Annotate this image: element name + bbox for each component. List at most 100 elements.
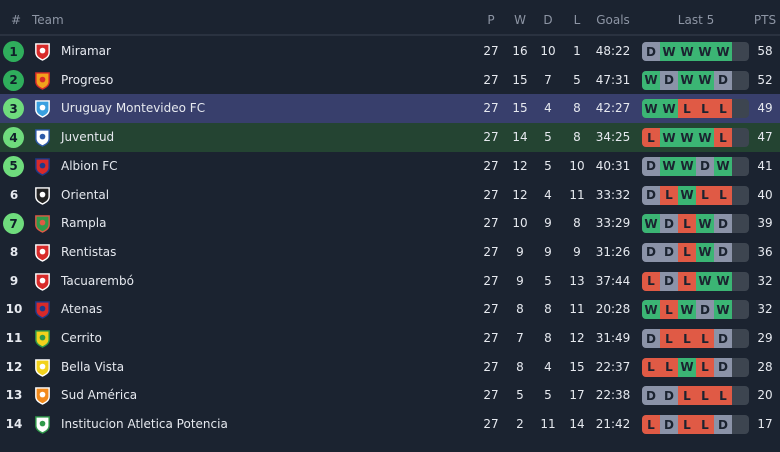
table-row[interactable]: 12 Bella Vista 27 8 4 15 22:37 L L W L D 28 — [0, 353, 780, 382]
team-name[interactable]: Tacuarembó — [61, 273, 134, 288]
form-result[interactable]: L — [660, 185, 678, 205]
form-result[interactable]: L — [696, 357, 714, 377]
form-result[interactable]: D — [642, 42, 660, 61]
team-name[interactable]: Oriental — [61, 187, 110, 202]
header-played[interactable]: P — [487, 13, 495, 27]
table-row[interactable]: 8 Rentistas 27 9 9 9 31:26 D D L W D 36 — [0, 238, 780, 267]
form-result[interactable]: W — [714, 42, 732, 61]
form-result[interactable]: L — [678, 99, 696, 119]
team-name[interactable]: Rentistas — [61, 244, 117, 259]
form-result[interactable]: L — [696, 415, 714, 435]
table-row[interactable]: 6 Oriental 27 12 4 11 33:32 D L W L L 40 — [0, 181, 780, 210]
form-result[interactable]: L — [678, 214, 696, 234]
form-result[interactable]: D — [660, 415, 678, 435]
table-row[interactable]: 5 Albion FC 27 12 5 10 40:31 D W W D W 41 — [0, 152, 780, 181]
form-result[interactable]: W — [696, 70, 714, 90]
form-result[interactable]: D — [696, 300, 714, 320]
form-result[interactable]: D — [660, 70, 678, 90]
form-result[interactable]: D — [660, 242, 678, 262]
team-name[interactable]: Uruguay Montevideo FC — [61, 101, 206, 116]
header-losses[interactable]: L — [573, 13, 581, 27]
table-row[interactable]: 2 Progreso 27 15 7 5 47:31 W D W W D 52 — [0, 66, 780, 95]
team-name[interactable]: Atenas — [61, 302, 103, 317]
form-result[interactable]: L — [660, 300, 678, 320]
form-result[interactable]: W — [678, 42, 696, 61]
team-name[interactable]: Rampla — [61, 216, 107, 231]
form-result[interactable]: L — [696, 329, 714, 348]
form-result[interactable]: D — [660, 271, 678, 291]
form-result[interactable]: W — [696, 42, 714, 61]
form-result[interactable]: W — [678, 300, 696, 320]
form-result[interactable]: D — [642, 242, 660, 262]
form-result[interactable]: W — [714, 300, 732, 320]
form-result[interactable]: W — [678, 70, 696, 90]
form-result[interactable]: L — [678, 415, 696, 435]
form-result[interactable]: D — [714, 415, 732, 435]
form-result[interactable]: W — [696, 242, 714, 262]
form-result[interactable]: D — [714, 329, 732, 348]
form-result[interactable]: L — [696, 99, 714, 119]
team-name[interactable]: Juventud — [61, 130, 115, 145]
header-goals[interactable]: Goals — [596, 13, 630, 27]
form-result[interactable]: W — [660, 156, 678, 176]
team-name[interactable]: Bella Vista — [61, 359, 125, 374]
form-result[interactable]: L — [714, 185, 732, 205]
form-result[interactable]: L — [678, 242, 696, 262]
form-result[interactable]: D — [714, 357, 732, 377]
form-result[interactable]: L — [696, 185, 714, 205]
table-row[interactable]: 10 Atenas 27 8 8 11 20:28 W L W D W 32 — [0, 295, 780, 324]
form-result[interactable]: W — [678, 185, 696, 205]
form-result[interactable]: W — [678, 128, 696, 148]
form-result[interactable]: W — [660, 42, 678, 61]
form-result[interactable]: W — [696, 271, 714, 291]
form-result[interactable]: L — [678, 329, 696, 348]
form-result[interactable]: W — [642, 300, 660, 320]
form-result[interactable]: D — [642, 156, 660, 176]
table-row[interactable]: 11 Cerrito 27 7 8 12 31:49 D L L L D 29 — [0, 324, 780, 353]
table-row[interactable]: 4 Juventud 27 14 5 8 34:25 L W W W L 47 — [0, 123, 780, 152]
form-result[interactable]: W — [696, 128, 714, 148]
form-result[interactable]: W — [696, 214, 714, 234]
form-result[interactable]: D — [714, 70, 732, 90]
form-result[interactable]: W — [678, 156, 696, 176]
form-result[interactable]: D — [642, 329, 660, 348]
form-result[interactable]: L — [642, 415, 660, 435]
form-result[interactable]: L — [642, 128, 660, 148]
form-result[interactable]: L — [660, 329, 678, 348]
form-result[interactable]: D — [660, 214, 678, 234]
form-result[interactable]: D — [642, 386, 660, 406]
form-result[interactable]: W — [714, 156, 732, 176]
form-result[interactable]: D — [696, 156, 714, 176]
table-row[interactable]: 7 Rampla 27 10 9 8 33:29 W D L W D 39 — [0, 209, 780, 238]
form-result[interactable]: L — [678, 386, 696, 406]
form-result[interactable]: D — [714, 214, 732, 234]
form-result[interactable]: W — [642, 99, 660, 119]
form-result[interactable]: W — [660, 99, 678, 119]
form-result[interactable]: L — [642, 271, 660, 291]
team-name[interactable]: Cerrito — [61, 331, 102, 345]
form-result[interactable]: D — [660, 386, 678, 406]
form-result[interactable]: L — [678, 271, 696, 291]
team-name[interactable]: Miramar — [61, 44, 111, 58]
form-result[interactable]: L — [696, 386, 714, 406]
form-result[interactable]: L — [714, 99, 732, 119]
header-draws[interactable]: D — [543, 13, 553, 27]
form-result[interactable]: L — [714, 128, 732, 148]
form-result[interactable]: L — [660, 357, 678, 377]
form-result[interactable]: D — [714, 242, 732, 262]
form-result[interactable]: W — [678, 357, 696, 377]
form-result[interactable]: W — [642, 70, 660, 90]
form-result[interactable]: W — [714, 271, 732, 291]
table-row[interactable]: 13 Sud América 27 5 5 17 22:38 D D L L L 20 — [0, 381, 780, 410]
table-row[interactable]: 3 Uruguay Montevideo FC 27 15 4 8 42:27 W W L L L 49 — [0, 94, 780, 124]
team-name[interactable]: Progreso — [61, 72, 114, 87]
team-name[interactable]: Sud América — [61, 388, 138, 403]
form-result[interactable]: D — [642, 185, 660, 205]
header-wins[interactable]: W — [514, 13, 526, 27]
header-points[interactable]: PTS — [753, 13, 777, 27]
form-result[interactable]: W — [660, 128, 678, 148]
team-name[interactable]: Albion FC — [61, 158, 118, 173]
table-row[interactable]: 14 Institucion Atletica Potencia 27 2 11 14 21… — [0, 410, 780, 439]
form-result[interactable]: L — [714, 386, 732, 406]
table-row[interactable]: 9 Tacuarembó 27 9 5 13 37:44 L D L W W 32 — [0, 267, 780, 296]
